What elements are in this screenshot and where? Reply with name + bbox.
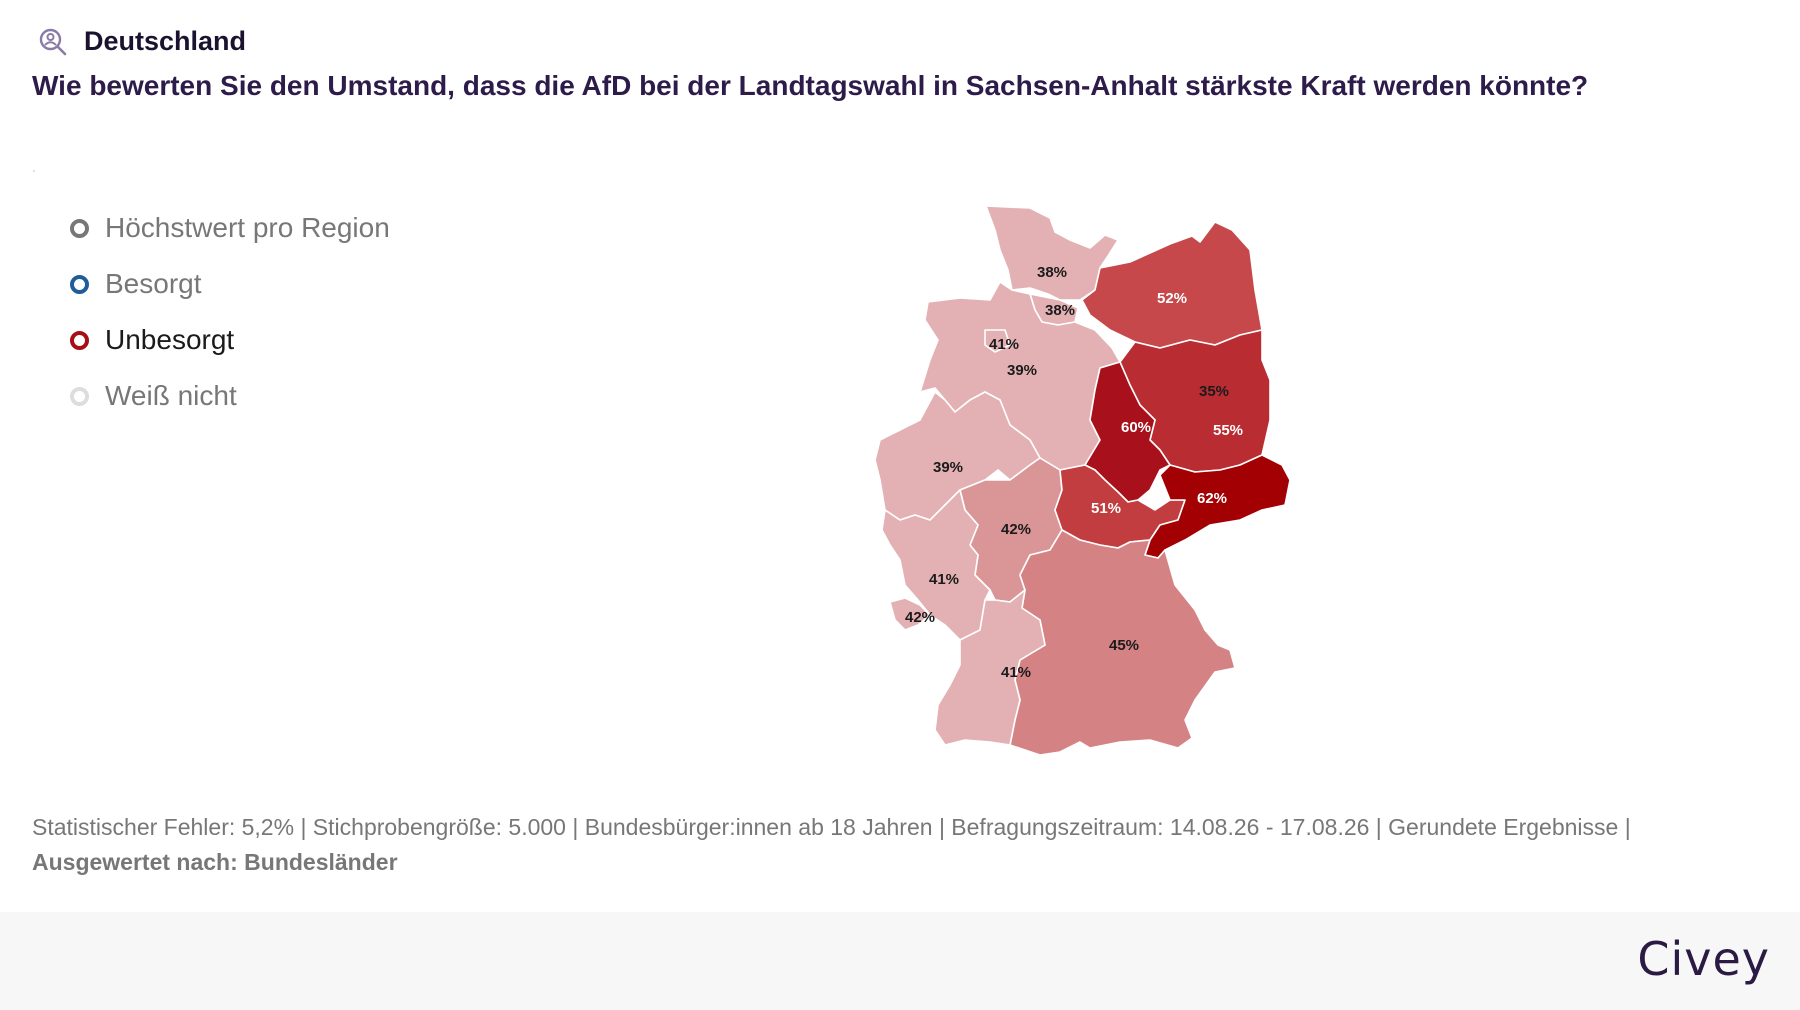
legend-item-besorgt[interactable]: Besorgt xyxy=(70,256,390,312)
map-label-nordrhein-westfalen: 39% xyxy=(933,459,963,476)
divider-dot xyxy=(33,170,35,172)
region-header: Deutschland xyxy=(38,26,246,57)
map-label-mecklenburg-vorpommern: 52% xyxy=(1157,290,1187,307)
legend-marker-icon xyxy=(70,218,89,238)
legend-marker-icon xyxy=(70,386,89,406)
region-saarland[interactable] xyxy=(889,597,931,631)
survey-details: Statistischer Fehler: 5,2% | Stichproben… xyxy=(32,814,1631,840)
map-label-baden-wuerttemberg: 41% xyxy=(1001,664,1031,681)
map-label-hessen: 42% xyxy=(1001,521,1031,538)
legend-marker-icon xyxy=(70,330,89,350)
legend-item-unbesorgt[interactable]: Unbesorgt xyxy=(70,312,390,368)
civey-logo[interactable]: Civey xyxy=(1637,932,1770,986)
legend-item-weiss-nicht[interactable]: Weiß nicht xyxy=(70,368,390,424)
legend-label: Höchstwert pro Region xyxy=(105,212,390,243)
map-label-rheinland-pfalz: 41% xyxy=(929,571,959,588)
map-label-saarland: 42% xyxy=(905,609,935,626)
legend-label: Weiß nicht xyxy=(105,380,237,411)
map-label-brandenburg: 55% xyxy=(1213,422,1243,439)
legend-item-hoechstwert[interactable]: Höchstwert pro Region xyxy=(70,200,390,256)
region-sachsen-anhalt[interactable] xyxy=(1084,361,1171,503)
map-label-sachsen: 62% xyxy=(1197,490,1227,507)
map-label-bayern: 45% xyxy=(1109,637,1139,654)
region-bremen[interactable] xyxy=(984,329,1011,353)
region-sachsen[interactable] xyxy=(1144,454,1291,559)
map-label-sachsen-anhalt: 60% xyxy=(1121,419,1151,436)
map-label-niedersachsen: 39% xyxy=(1007,362,1037,379)
map-label-hamburg: 38% xyxy=(1045,302,1075,319)
region-rheinland-pfalz[interactable] xyxy=(881,489,991,641)
map-label-bremen: 41% xyxy=(989,336,1019,353)
region-baden-wuerttemberg[interactable] xyxy=(934,589,1046,746)
map-label-berlin: 35% xyxy=(1199,383,1229,400)
footer-bar: Civey xyxy=(0,912,1800,1010)
answer-legend: Höchstwert pro Region Besorgt Unbesorgt … xyxy=(70,200,390,424)
legend-label: Besorgt xyxy=(105,268,202,299)
survey-footnote: Statistischer Fehler: 5,2% | Stichproben… xyxy=(32,810,1772,880)
legend-label: Unbesorgt xyxy=(105,324,235,355)
legend-marker-icon xyxy=(70,274,89,294)
region-title: Deutschland xyxy=(84,26,247,56)
search-person-icon xyxy=(39,28,67,55)
question-title: Wie bewerten Sie den Umstand, dass die A… xyxy=(32,70,1589,101)
survey-evaluation: Ausgewertet nach: Bundesländer xyxy=(32,849,398,875)
map-label-schleswig-holstein: 38% xyxy=(1037,264,1067,281)
map-label-thueringen: 51% xyxy=(1091,500,1121,517)
